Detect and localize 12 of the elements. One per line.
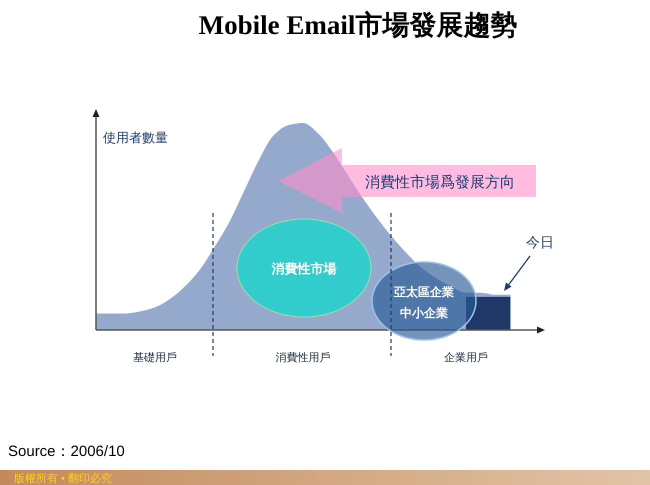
annotation: 中小企業 xyxy=(400,306,448,320)
text: 版權所有 • 翻印必究 xyxy=(14,472,112,485)
source-note: Source：2006/10 xyxy=(8,443,125,460)
x-tick-label: 消費性用戶 xyxy=(276,351,331,364)
x-tick-label: 基礎用戶 xyxy=(133,351,178,364)
chart-title: Mobile Email市場發展趨勢 xyxy=(198,10,518,40)
annotation: 消費性市場爲發展方向 xyxy=(365,174,515,191)
y-axis-title: 使用者數量 xyxy=(103,130,168,145)
text: 今日 xyxy=(526,234,554,250)
annotation: 消費性市場 xyxy=(270,261,336,276)
annotation: 亞太區企業 xyxy=(393,285,454,299)
x-tick-label: 企業用戶 xyxy=(444,351,488,364)
